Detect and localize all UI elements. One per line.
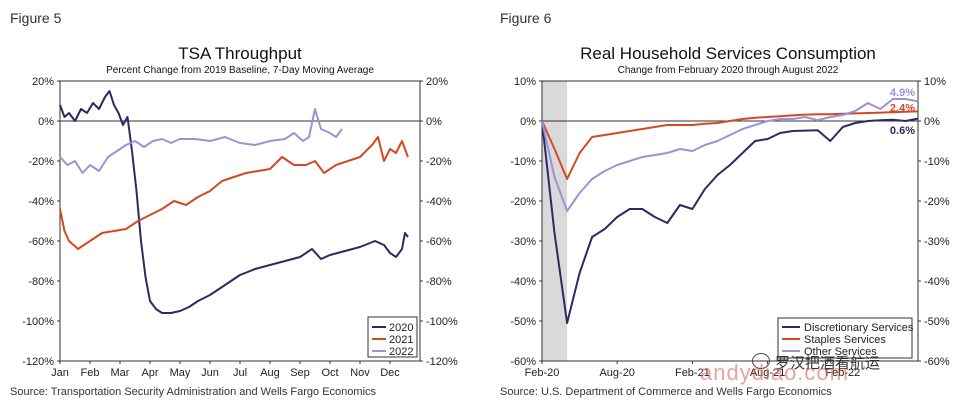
- chart1-xtick-label: Oct: [321, 367, 338, 379]
- chart2-ytick-label-right: -10%: [924, 156, 950, 168]
- chart2-ytick-label-right: -40%: [924, 276, 950, 288]
- chart1-xtick-label: Feb: [81, 367, 100, 379]
- chart2-ytick-label-left: -50%: [510, 316, 536, 328]
- figure-5-label: Figure 5: [10, 10, 62, 26]
- chart2-recession-shading: [542, 81, 568, 361]
- chart2-end-label: 4.9%: [890, 87, 915, 99]
- wechat-icon: [752, 353, 770, 369]
- chart1-xtick-label: May: [170, 367, 191, 379]
- chart2-xtick-label: Feb-22: [825, 367, 860, 379]
- chart2-subtitle: Change from February 2020 through August…: [618, 65, 839, 76]
- chart1-ytick-label-left: -100%: [22, 316, 54, 328]
- chart2-ytick-label-right: 10%: [924, 76, 946, 88]
- chart2-title: Real Household Services Consumption: [580, 44, 876, 63]
- chart2-frame: [541, 80, 919, 362]
- chart1-xtick-label: Dec: [380, 367, 400, 379]
- chart1-ytick-label-left: -120%: [22, 356, 54, 368]
- chart1-plot: 20% 20% 0% 0% -20% -20% -40% -40% -60% -60% -80% -8…: [22, 76, 458, 379]
- chart2-xtick-label: Aug-21: [750, 367, 785, 379]
- chart2-xtick-label: Feb-20: [525, 367, 560, 379]
- chart1-ytick-label-right: -20%: [426, 156, 452, 168]
- chart1-series-line-2021: [59, 136, 409, 250]
- chart1-xtick-label: Nov: [350, 367, 370, 379]
- chart2-ytick-label-right: 0%: [924, 116, 940, 128]
- chart1-ytick-label-left: -60%: [28, 236, 54, 248]
- chart2-xtick-label: Feb-21: [675, 367, 710, 379]
- chart1-ytick-label-right: -120%: [426, 356, 458, 368]
- chart2-legend-box: [777, 317, 913, 359]
- chart1-xtick-label: Jul: [233, 367, 247, 379]
- watermark-site: andydiao.com: [700, 360, 849, 385]
- chart1-xtick-label: Jan: [51, 367, 69, 379]
- chart1-series-line-2022: [59, 108, 343, 174]
- chart2-series-line: [541, 110, 919, 180]
- chart1-ytick-label-left: -80%: [28, 276, 54, 288]
- chart1-legend-box: [367, 316, 418, 358]
- chart2-series-line: [541, 117, 919, 324]
- chart1-xtick-label: Aug: [260, 367, 280, 379]
- chart2-ytick-label-left: -20%: [510, 196, 536, 208]
- chart2-ytick-label-left: -10%: [510, 156, 536, 168]
- chart2-ytick-label-left: -60%: [510, 356, 536, 368]
- watermark-account: 罗汉把酒看航运: [775, 355, 881, 372]
- chart2-ytick-label-left: 10%: [514, 76, 536, 88]
- chart1-ytick-label-right: 20%: [426, 76, 448, 88]
- chart1-ytick-label-left: -20%: [28, 156, 54, 168]
- chart1-subtitle: Percent Change from 2019 Baseline, 7-Day…: [106, 65, 374, 76]
- chart1-frame: [59, 80, 421, 362]
- figure-6-label: Figure 6: [500, 10, 552, 26]
- chart2-ytick-label-right: -50%: [924, 316, 950, 328]
- chart2-legend-label: Discretionary Services: [804, 322, 914, 334]
- chart1-legend-label: 2020: [389, 322, 413, 334]
- chart2-xtick-label: Aug-20: [599, 367, 634, 379]
- chart2-ytick-label-right: -60%: [924, 356, 950, 368]
- chart2-end-label: 0.6%: [890, 125, 915, 137]
- chart1-ytick-label-left: 0%: [38, 116, 54, 128]
- chart2-legend-label: Other Services: [804, 346, 877, 358]
- chart1-title: TSA Throughput: [178, 44, 302, 63]
- chart1-xtick-label: Jun: [201, 367, 219, 379]
- chart1-ytick-label-right: 0%: [426, 116, 442, 128]
- chart2-ytick-label-left: -30%: [510, 236, 536, 248]
- chart1-xtick-label: Apr: [141, 367, 158, 379]
- chart2-series-line: [541, 98, 919, 212]
- chart2-ytick-label-right: -30%: [924, 236, 950, 248]
- chart2-end-label: 2.4%: [890, 102, 915, 114]
- chart1-legend-label: 2021: [389, 334, 413, 346]
- chart1-ytick-label-right: -60%: [426, 236, 452, 248]
- chart1-ytick-label-left: -40%: [28, 196, 54, 208]
- chart1-xtick-label: Mar: [111, 367, 130, 379]
- chart2-plot: 10% 10% 0% 0% -10% -10% -20% -20% -30% -30% -40% -4…: [510, 76, 950, 379]
- chart2-ytick-label-left: 0%: [520, 116, 536, 128]
- chart2-legend-label: Staples Services: [804, 334, 886, 346]
- chart1-xtick-label: Sep: [290, 367, 310, 379]
- chart1-ytick-label-right: -100%: [426, 316, 458, 328]
- chart1-legend-label: 2022: [389, 346, 413, 358]
- figure-6-source: Source: U.S. Department of Commerce and …: [500, 386, 832, 398]
- chart1-ytick-label-right: -40%: [426, 196, 452, 208]
- chart1-ytick-label-left: 20%: [32, 76, 54, 88]
- chart2-ytick-label-right: -20%: [924, 196, 950, 208]
- chart1-ytick-label-right: -80%: [426, 276, 452, 288]
- chart2-ytick-label-left: -40%: [510, 276, 536, 288]
- figure-5-source: Source: Transportation Security Administ…: [10, 386, 377, 398]
- chart1-series-line-2020: [59, 90, 409, 314]
